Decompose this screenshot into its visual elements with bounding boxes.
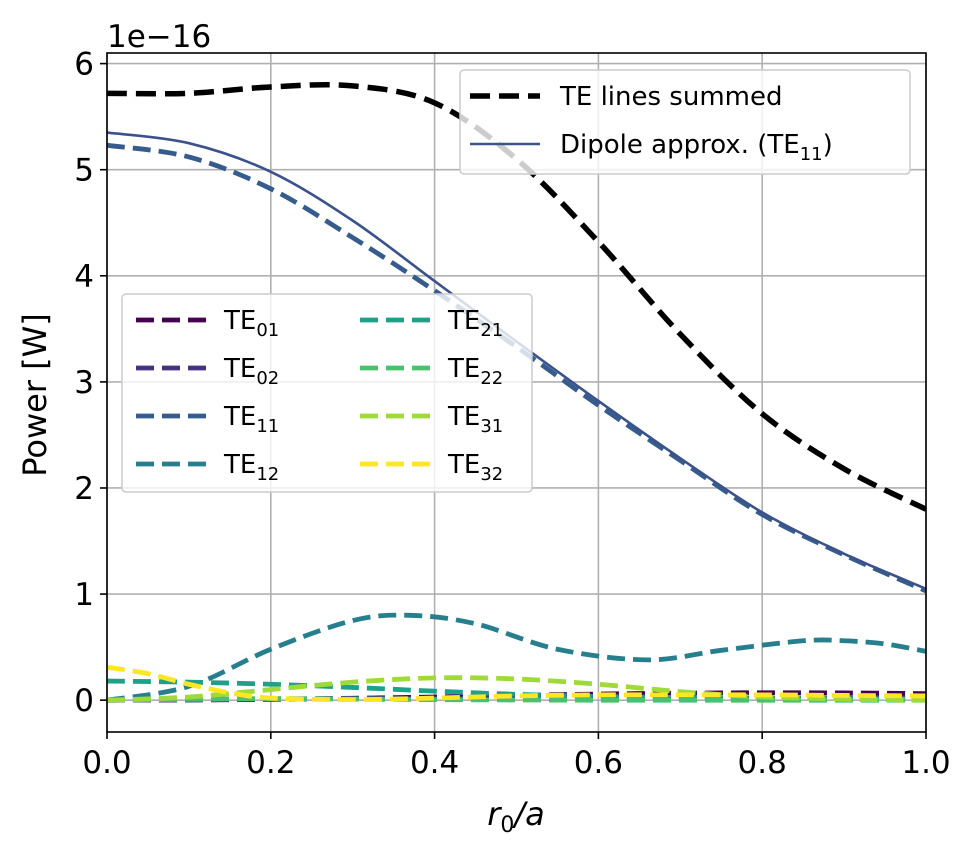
y-tick-label: 6 xyxy=(74,47,94,83)
legend-mode-label-sub: 22 xyxy=(480,368,503,389)
legend-mode-label-base: TE xyxy=(223,306,256,336)
legend-mode-label-sub: 21 xyxy=(480,320,503,341)
legend-top: TE lines summed Dipole approx. (TE11) xyxy=(459,69,911,175)
legend-mode-label: TE11 xyxy=(223,402,279,437)
x-tick-label: 0.8 xyxy=(738,745,787,781)
y-tick-label: 2 xyxy=(74,471,94,507)
series-line-te01 xyxy=(107,690,926,703)
legend-top-label-base: Dipole approx. (TE xyxy=(560,130,800,160)
legend-mode-label-sub: 31 xyxy=(480,416,503,437)
legend-mode-label-base: TE xyxy=(223,450,256,480)
x-tick-label: 0.6 xyxy=(574,745,623,781)
y-tick-label: 5 xyxy=(74,153,94,189)
legend-mode-label: TE31 xyxy=(447,402,503,437)
y-tick-label: 0 xyxy=(74,683,94,719)
legend-mode-label: TE12 xyxy=(223,450,279,485)
x-tick-label: 0.2 xyxy=(246,745,295,781)
legend-mode-label: TE21 xyxy=(447,306,503,341)
axes-frame xyxy=(106,52,927,733)
series-line-te11 xyxy=(107,142,926,594)
series-line-te31 xyxy=(107,675,926,703)
legend-top-box xyxy=(459,69,911,175)
x-axis-label-rest: /a xyxy=(511,795,544,833)
legend-mode-label: TE32 xyxy=(447,450,503,485)
legend-top-label: TE lines summed xyxy=(559,82,783,112)
x-axis-label-sub: 0 xyxy=(500,813,514,838)
legend-mode-label-base: TE xyxy=(447,306,480,336)
legend-top-label-sub: 11 xyxy=(800,144,823,165)
legend-mode-label-base: TE xyxy=(447,354,480,384)
legend-mode-label-sub: 01 xyxy=(256,320,279,341)
legend-mode-label: TE22 xyxy=(447,354,503,389)
x-tick-label: 1.0 xyxy=(901,745,950,781)
legend-mode-label-base: TE xyxy=(223,402,256,432)
y-axis-label: Power [W] xyxy=(16,313,54,477)
y-tick-label: 3 xyxy=(74,365,94,401)
x-axis-label: r0/a xyxy=(487,795,545,838)
legend-mode-label: TE02 xyxy=(223,354,279,389)
y-tick-label: 1 xyxy=(74,577,94,613)
legend-mode-label-base: TE xyxy=(447,450,480,480)
legend-mode-label-base: TE xyxy=(447,402,480,432)
legend-modes-box xyxy=(121,293,533,493)
legend-mode-label-sub: 02 xyxy=(256,368,279,389)
series-line-te21 xyxy=(107,678,926,702)
series-line-te-lines-summed xyxy=(107,81,926,512)
legend-mode-label-sub: 32 xyxy=(480,464,503,485)
legend-mode-label-sub: 11 xyxy=(256,416,279,437)
series-line-te12 xyxy=(107,612,926,703)
legend-top-label-suffix: ) xyxy=(823,130,833,160)
y-tick-label: 4 xyxy=(74,259,94,295)
x-axis-label-var: r xyxy=(487,795,502,833)
plot-area xyxy=(107,81,926,703)
legend-mode-label: TE01 xyxy=(223,306,279,341)
y-offset-text: 1e−16 xyxy=(107,19,211,55)
legend-top-label-base: TE lines summed xyxy=(559,82,783,112)
series-line-te32 xyxy=(107,664,926,703)
legend-top-label: Dipole approx. (TE11) xyxy=(560,130,833,165)
legend-mode-label-base: TE xyxy=(223,354,256,384)
x-tick-label: 0.4 xyxy=(410,745,459,781)
legend-mode-label-sub: 12 xyxy=(256,464,279,485)
x-tick-label: 0.0 xyxy=(82,745,131,781)
